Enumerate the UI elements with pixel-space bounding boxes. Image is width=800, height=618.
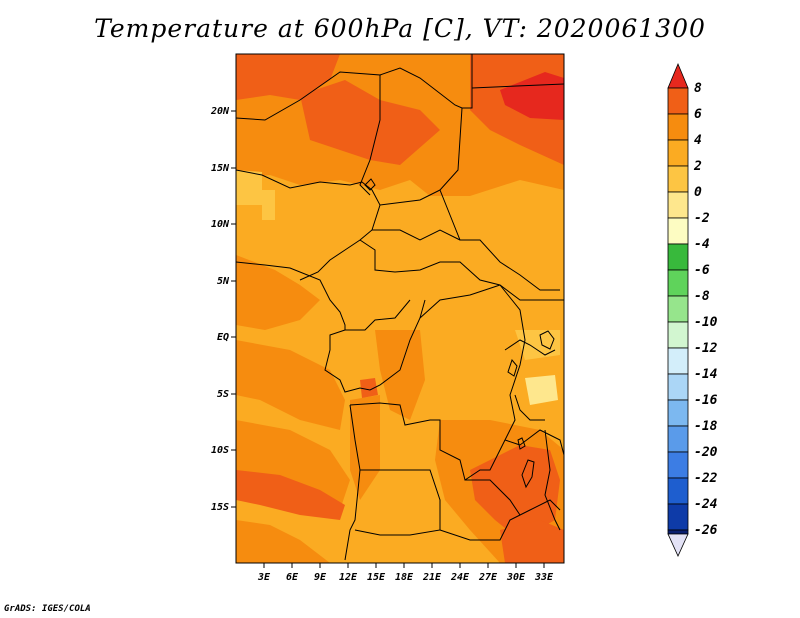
lon-label: 18E <box>395 572 414 583</box>
latitude-axis: 20N 15N 10N 5N EQ 5S 10S 15S <box>210 106 236 513</box>
colorbar-label: -18 <box>694 419 718 434</box>
colorbar-label: -6 <box>694 263 710 278</box>
lon-label: 15E <box>367 572 386 583</box>
colorbar-swatch <box>667 503 689 531</box>
colorbar-label: 2 <box>693 159 702 174</box>
colorbar-swatch <box>667 425 689 453</box>
lon-label: 21E <box>422 572 442 583</box>
colorbar-label: -8 <box>694 289 710 304</box>
lon-label: 33E <box>534 572 554 583</box>
lat-label: 10S <box>211 445 229 456</box>
colorbar-swatch <box>667 191 689 219</box>
colorbar: 8 6 4 2 0 -2 -4 -6 -8 -10 -12 -14 -16 -1… <box>667 62 718 557</box>
colorbar-label: -20 <box>694 445 718 460</box>
colorbar-label: -14 <box>694 367 718 382</box>
colorbar-top-arrow <box>667 62 689 89</box>
colorbar-swatch <box>667 321 689 349</box>
colorbar-label: 4 <box>694 133 702 148</box>
lon-label: 24E <box>450 572 470 583</box>
colorbar-swatch <box>667 165 689 193</box>
colorbar-swatch <box>667 529 689 535</box>
lat-label: 15N <box>211 163 230 174</box>
lon-label: 3E <box>257 572 271 583</box>
temperature-field <box>236 54 564 563</box>
lon-label: 12E <box>339 572 358 583</box>
colorbar-label: -24 <box>694 497 718 512</box>
colorbar-swatch <box>667 295 689 323</box>
colorbar-label: 8 <box>694 81 702 96</box>
country-borders <box>236 54 564 561</box>
colorbar-label: -26 <box>694 523 718 538</box>
colorbar-swatch <box>667 113 689 141</box>
colorbar-label: -16 <box>694 393 718 408</box>
colorbar-label: -4 <box>694 237 710 252</box>
lon-label: 9E <box>314 572 327 583</box>
lon-label: 27E <box>478 572 498 583</box>
lon-label: 6E <box>286 572 299 583</box>
colorbar-swatch <box>667 477 689 505</box>
colorbar-label: -12 <box>694 341 718 356</box>
grads-credit: GrADS: IGES/COLA <box>4 604 91 614</box>
colorbar-swatch <box>667 269 689 297</box>
colorbar-swatch <box>667 243 689 271</box>
colorbar-bottom-arrow <box>667 533 689 557</box>
lat-label: 20N <box>210 106 230 117</box>
map-frame <box>235 53 565 564</box>
colorbar-label: -22 <box>694 471 718 486</box>
map-title: Temperature at 600hPa [C], VT: 202006130… <box>94 14 706 43</box>
colorbar-label: 0 <box>694 185 702 200</box>
lat-label: 5N <box>217 276 230 287</box>
longitude-axis: 3E 6E 9E 12E 15E 18E 21E 24E 27E 30E 33E <box>257 563 554 583</box>
lat-label: 15S <box>211 502 229 513</box>
colorbar-swatch <box>667 87 689 115</box>
colorbar-swatch <box>667 451 689 479</box>
lat-label: EQ <box>217 332 229 343</box>
lon-label: 30E <box>506 572 526 583</box>
colorbar-swatch <box>667 347 689 375</box>
colorbar-swatch <box>667 399 689 427</box>
colorbar-swatch <box>667 217 689 245</box>
colorbar-swatch <box>667 373 689 401</box>
colorbar-label: -2 <box>694 211 710 226</box>
colorbar-label: 6 <box>694 107 702 122</box>
colorbar-swatch <box>667 139 689 167</box>
colorbar-label: -10 <box>694 315 718 330</box>
lat-label: 5S <box>217 389 229 400</box>
lat-label: 10N <box>211 219 230 230</box>
